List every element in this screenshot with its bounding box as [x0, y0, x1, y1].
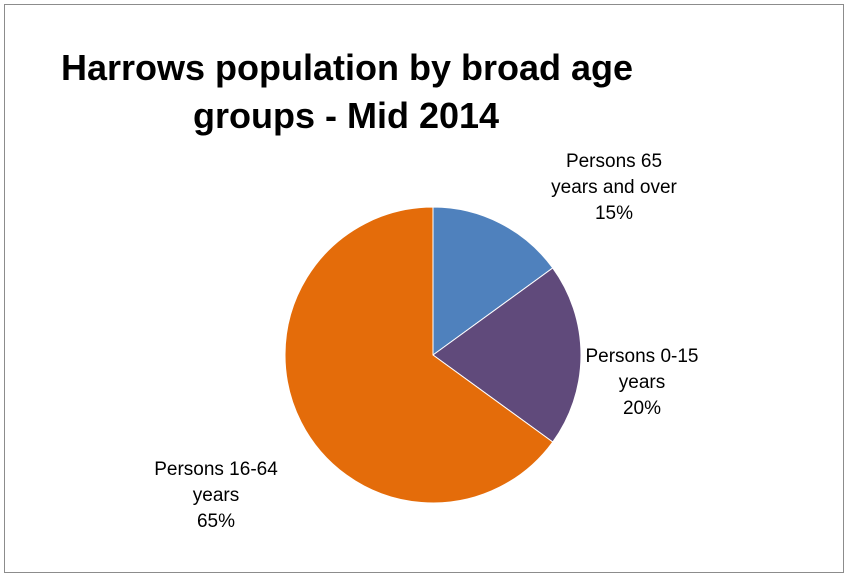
slice-label-16-64-line-1: Persons 16-64	[154, 459, 278, 480]
pie-slice-0-15	[432, 267, 582, 443]
slice-label-16-64-line-3: 65%	[197, 511, 235, 532]
chart-title-line-1: Harrows population by broad age	[61, 47, 634, 88]
pie-slice-65-and-over	[432, 206, 554, 356]
slice-label-0-15-line-1: Persons 0-15	[585, 346, 698, 367]
slice-label-0-15-line-2: years	[619, 372, 665, 393]
pie-slice-16-64	[284, 206, 554, 504]
slice-label-65-and-over: Persons 65 years and over 15%	[551, 151, 677, 224]
chart-title: Harrows population by broad age groups -…	[40, 44, 700, 140]
chart-title-line-2: groups - Mid 2014	[193, 95, 500, 136]
slice-label-65-and-over-line-2: years and over	[551, 177, 677, 198]
slice-label-65-and-over-line-1: Persons 65	[566, 151, 662, 172]
slice-label-0-15-line-3: 20%	[623, 398, 661, 419]
slice-label-16-64-line-2: years	[193, 485, 239, 506]
slice-label-0-15: Persons 0-15 years 20%	[585, 346, 698, 419]
slice-label-16-64: Persons 16-64 years 65%	[154, 459, 278, 532]
slice-label-65-and-over-line-3: 15%	[595, 203, 633, 224]
